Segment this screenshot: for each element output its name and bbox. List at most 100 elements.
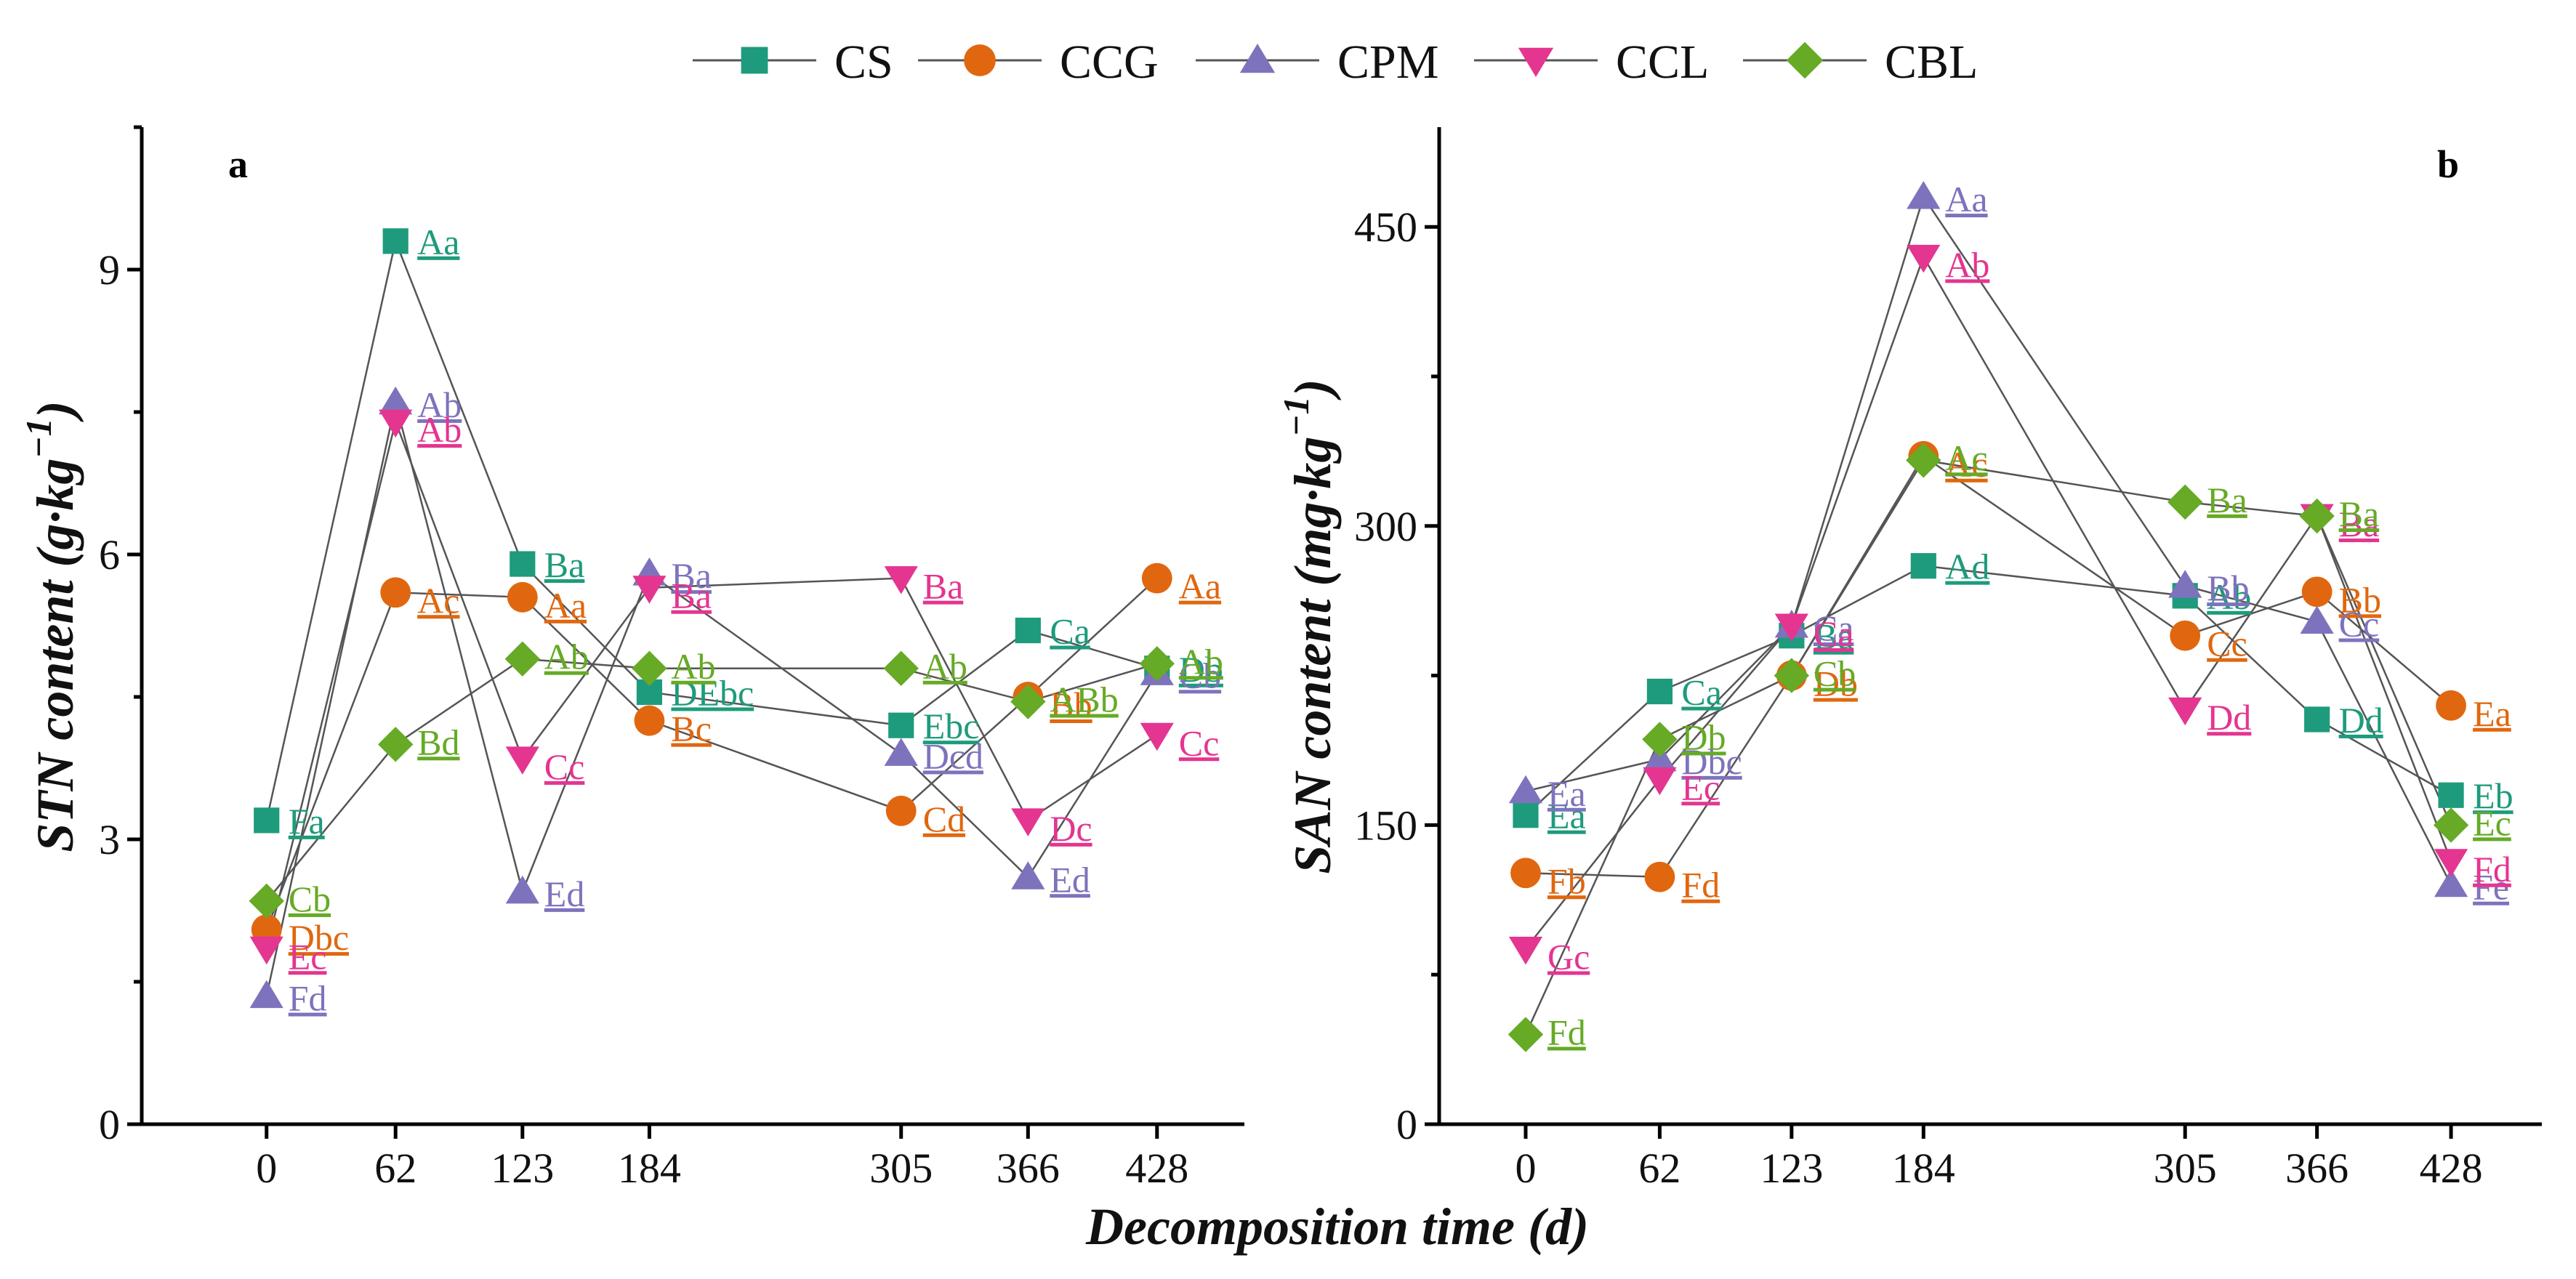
data-point-cbl [2299,498,2335,534]
data-point-cbl [1139,646,1175,682]
significance-label: Ca [1050,611,1090,652]
significance-label: Dd [2207,697,2251,738]
data-point-cpm [2168,570,2202,598]
significance-label: Fd [1681,865,1720,905]
significance-label: Ab [417,384,462,425]
data-point-cbl [632,650,667,686]
panel-a-letter: a [228,142,248,186]
significance-label: Fd [2473,849,2511,889]
x-tick-label: 0 [1515,1145,1536,1192]
data-point-cbl [2168,484,2203,520]
data-point-ccl [1774,613,1808,642]
data-point-ccg [2301,576,2333,608]
x-tick-label: 123 [1760,1145,1823,1192]
significance-label: Cb [1179,655,1221,695]
legend-item-cpm: CPM [1196,36,1438,89]
panel-b-letter: b [2437,142,2459,186]
data-point-ccl [2434,849,2468,877]
panel-b-ticks: 0 62 123 184 305 366 428 0 150 300 450 [1354,203,2483,1192]
y-tick-label: 300 [1354,503,1417,550]
legend: CS CCG CPM CCL CBL [693,36,1978,89]
panel-b: b SAN content (mg·kg−1) 0 62 123 184 305 366 4… [1276,127,2542,1192]
data-point-cs [1015,617,1041,644]
significance-label: Cc [544,746,585,787]
significance-label: Cd [923,799,965,839]
series-ccl: Gc Ec Ca Ab Dd Ba Fd [1508,244,2511,977]
series-cpm: Fd Ab Ed Ba Dcd Ed Cb [249,384,1221,1019]
significance-label: Ab [2207,576,2251,617]
significance-label: Ab [1945,244,1989,285]
significance-label: Ab [544,637,589,677]
legend-label: CPM [1337,36,1438,89]
y-tick-label: 450 [1354,203,1417,251]
significance-label: Ba [2207,480,2247,520]
data-point-ccl [632,576,667,604]
significance-label: DEbc [671,672,754,713]
data-point-cs [1513,802,1539,828]
significance-label: Fd [1547,1012,1586,1053]
significance-label: Ba [671,576,712,616]
legend-label: CCG [1060,36,1159,89]
legend-item-cbl: CBL [1743,36,1978,89]
legend-item-cs: CS [693,36,893,89]
data-point-cbl [1642,722,1678,757]
data-point-cs [510,551,536,577]
data-point-ccg [885,795,917,826]
data-point-ccl [1011,808,1045,836]
data-point-cpm [2434,868,2468,897]
data-point-cpm [249,980,283,1009]
legend-marker-ccg [964,44,996,76]
significance-label: Cc [1179,722,1220,763]
panel-b-y-label: SAN content (mg·kg−1) [1276,379,1342,873]
data-point-ccg [380,577,411,608]
significance-label: Db [1179,649,1223,690]
legend-label: CS [834,36,893,89]
data-point-cs [254,807,280,834]
data-point-cpm [1907,181,1941,209]
significance-label: Gc [1547,937,1590,977]
x-tick-label: 62 [374,1145,416,1192]
significance-label: Cc [2207,624,2247,664]
significance-label: Bb [1050,685,1092,725]
legend-item-ccl: CCL [1474,36,1709,89]
significance-label: Ed [544,873,585,914]
panel-a-y-label: STN content (g·kg−1) [18,400,84,852]
x-tick-label: 366 [997,1145,1060,1192]
significance-label: Fb [1547,860,1586,901]
significance-label: Cb [1814,653,1856,694]
data-point-cbl [1774,658,1810,693]
y-tick-label: 3 [99,816,120,863]
data-point-cpm [1011,861,1045,889]
data-point-cs [2304,706,2330,733]
significance-label: Cb [289,879,331,919]
significance-label: Ba [1814,616,1854,657]
data-point-ccg [1644,861,1675,892]
legend-marker-ccl [1518,47,1554,77]
data-point-ccg [2436,690,2466,721]
data-point-cbl [377,727,414,762]
x-tick-label: 305 [2154,1145,2217,1192]
significance-label: Ab [417,409,462,450]
data-point-ccg [2170,620,2201,651]
data-point-cpm [1643,743,1677,772]
significance-label: Aa [1945,179,1987,219]
x-tick-label: 184 [1892,1145,1955,1192]
x-tick-label: 0 [256,1145,277,1192]
significance-label: Bc [671,709,712,749]
y-tick-label: 9 [99,246,120,294]
significance-label: Aa [417,222,459,262]
panel-a: a STN content (g·kg−1) 0 62 123 184 305 366 42… [18,125,1244,1192]
data-point-ccg [507,581,538,613]
data-point-cs [2438,782,2464,808]
data-point-ccg [1141,562,1172,594]
y-tick-label: 0 [99,1101,120,1148]
significance-label: ABb [1050,679,1118,720]
x-tick-label: 366 [2285,1145,2348,1192]
significance-label: Ea [1547,773,1586,814]
significance-label: Db [1814,663,1858,704]
